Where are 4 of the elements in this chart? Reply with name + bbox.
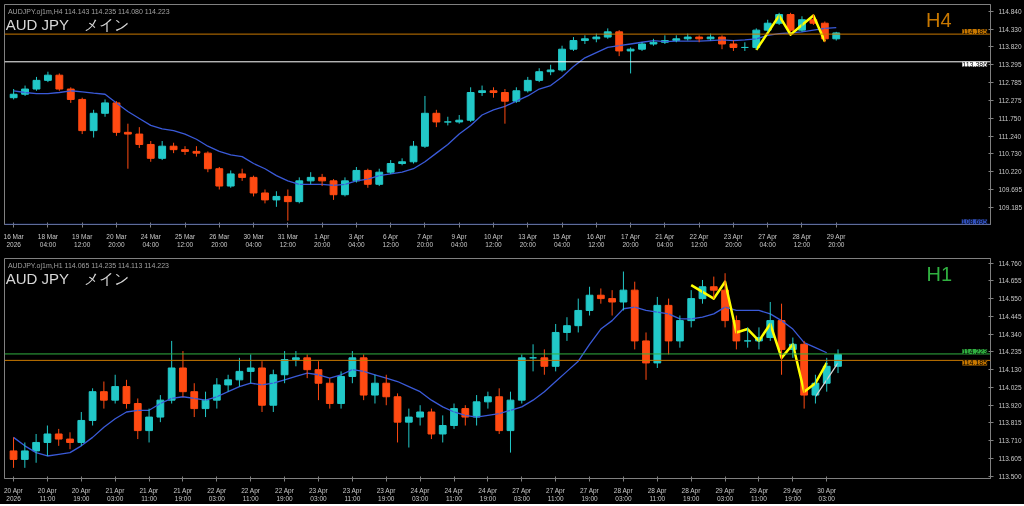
text: AUD JPY メイン <box>5 269 129 287</box>
text: H1 <box>926 262 953 285</box>
text: H4 <box>926 8 952 31</box>
text: AUD JPY メイン <box>5 15 129 33</box>
